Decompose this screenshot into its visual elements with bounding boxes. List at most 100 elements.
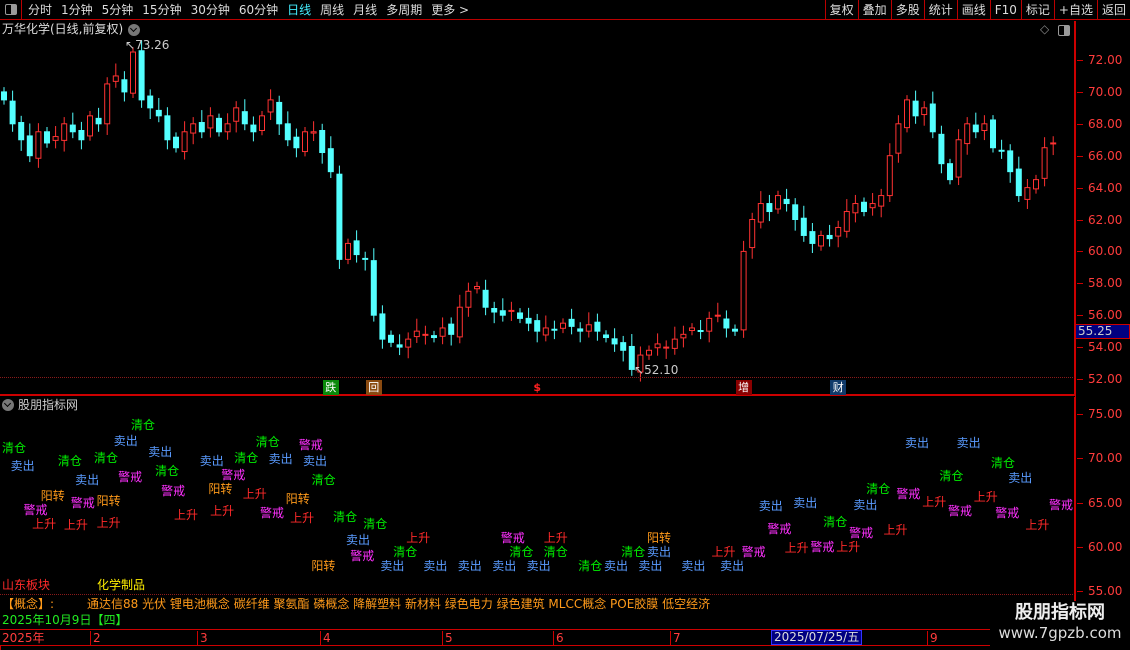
chevron-down-icon[interactable] bbox=[128, 24, 140, 36]
period-tab[interactable]: 30分钟 bbox=[190, 3, 230, 17]
panel-toggle-button[interactable] bbox=[0, 0, 22, 20]
tick-mark bbox=[1077, 591, 1083, 592]
indicator-tick-label: 75.00 bbox=[1088, 407, 1123, 421]
tick-mark bbox=[1077, 251, 1083, 253]
toolbar-button[interactable]: +自选 bbox=[1053, 0, 1097, 20]
tick-mark bbox=[1077, 315, 1083, 317]
current-date: 2025年10月9日【四】 bbox=[2, 613, 128, 627]
toolbar-button[interactable]: 多股 bbox=[890, 0, 924, 20]
toolbar-button[interactable]: 返回 bbox=[1096, 0, 1130, 20]
candle bbox=[955, 129, 962, 186]
candle bbox=[689, 323, 695, 336]
signal-label: 上升 bbox=[784, 541, 809, 556]
event-marker[interactable]: 财 bbox=[830, 380, 847, 395]
tick-mark bbox=[1077, 414, 1083, 415]
tick-mark bbox=[1077, 379, 1083, 380]
candle bbox=[826, 224, 833, 247]
indicator-header: 股朋指标网 bbox=[0, 397, 1075, 413]
candle bbox=[396, 334, 403, 356]
candle bbox=[18, 115, 25, 151]
period-tab[interactable]: 更多 > bbox=[431, 3, 470, 17]
period-tab[interactable]: 月线 bbox=[353, 3, 378, 17]
price-tick-label: 52.00 bbox=[1088, 372, 1123, 386]
event-marker[interactable]: $ bbox=[533, 381, 542, 394]
signal-label: 上升 bbox=[96, 515, 121, 530]
period-tab[interactable]: 5分钟 bbox=[101, 3, 134, 17]
candle bbox=[465, 282, 472, 317]
candle bbox=[904, 95, 910, 133]
low-price-label: ↖52.10 bbox=[634, 363, 679, 377]
candle bbox=[551, 320, 558, 340]
period-tab[interactable]: 15分钟 bbox=[142, 3, 182, 17]
price-chart[interactable]: 万华化学(日线,前复权) ◇ ↖73.26 ↖52.10 跌 回 $ 增 财 bbox=[0, 21, 1075, 396]
candle bbox=[697, 319, 704, 340]
time-axis[interactable]: 2025年 2 3 4 5 6 7 9 2025/07/25/五 bbox=[0, 629, 1075, 646]
candle bbox=[646, 345, 652, 360]
period-tab[interactable]: 分时 bbox=[28, 3, 53, 17]
price-tick-label: 70.00 bbox=[1088, 84, 1123, 99]
candle bbox=[147, 89, 154, 120]
period-tab[interactable]: 多周期 bbox=[386, 3, 423, 17]
price-tick-label: 56.00 bbox=[1088, 308, 1123, 323]
signal-label: 清仓 bbox=[621, 545, 646, 559]
event-marker[interactable]: 回 bbox=[365, 380, 382, 395]
signal-label: 上升 bbox=[543, 531, 568, 545]
candle bbox=[921, 101, 928, 126]
toggle-icon[interactable] bbox=[1058, 25, 1070, 36]
candle bbox=[568, 308, 575, 335]
period-tab[interactable]: 周线 bbox=[320, 3, 345, 17]
toolbar-button[interactable]: 统计 bbox=[923, 0, 957, 20]
signal-label: 警戒 bbox=[260, 505, 285, 520]
indicator-panel[interactable]: 清仓 卖出 清仓 卖出 清仓 卖出 清仓 警戒 卖出 清仓 卖出 清仓 清仓 卖出 卖出 清仓 阳转 警戒 阳转 警戒… bbox=[0, 397, 1075, 629]
candle bbox=[370, 248, 377, 322]
event-marker[interactable]: 增 bbox=[735, 380, 752, 395]
candle bbox=[112, 63, 119, 88]
event-marker[interactable]: 跌 bbox=[322, 380, 339, 395]
signal-label: 上升 bbox=[210, 504, 235, 519]
signal-label: 上升 bbox=[973, 490, 998, 505]
period-tab[interactable]: 1分钟 bbox=[61, 3, 93, 17]
signal-label: 警戒 bbox=[767, 522, 792, 537]
signal-label: 上升 bbox=[922, 495, 947, 510]
period-tab[interactable]: 60分钟 bbox=[238, 3, 279, 17]
candle bbox=[345, 238, 351, 265]
toolbar: 分时 1分钟 5分钟 15分钟 30分钟 60分钟 日线 周线 月线 多周期 更多 > 复权 叠加 多股… bbox=[0, 0, 1130, 20]
candle bbox=[878, 188, 885, 218]
tick-mark bbox=[1077, 546, 1083, 548]
industry-label[interactable]: 化学制品 bbox=[97, 578, 146, 592]
signal-label: 警戒 bbox=[741, 545, 766, 559]
candle bbox=[757, 191, 764, 229]
candle bbox=[766, 194, 773, 222]
candle bbox=[310, 121, 317, 142]
candle bbox=[95, 107, 102, 132]
toolbar-button[interactable]: 复权 bbox=[824, 0, 858, 20]
candle bbox=[912, 90, 919, 124]
axis-divider bbox=[1075, 21, 1076, 629]
signal-label: 上升 bbox=[1025, 517, 1050, 532]
signal-label: 警戒 bbox=[118, 469, 143, 484]
candle bbox=[173, 132, 179, 153]
toolbar-button[interactable]: 叠加 bbox=[857, 0, 891, 20]
signal-label: 清仓 bbox=[311, 473, 336, 488]
signal-label: 上升 bbox=[836, 539, 861, 554]
cursor-date: 2025/07/25/五 bbox=[771, 630, 863, 645]
candle bbox=[835, 220, 842, 248]
tick-mark bbox=[1077, 283, 1083, 285]
month-label: 6 bbox=[553, 631, 564, 646]
signal-label: 上升 bbox=[406, 531, 431, 545]
candle bbox=[628, 334, 635, 376]
candle bbox=[104, 77, 111, 135]
diamond-icon[interactable]: ◇ bbox=[1040, 22, 1050, 36]
candle bbox=[809, 223, 816, 253]
signal-label: 卖出 bbox=[956, 436, 981, 451]
tick-mark bbox=[1077, 502, 1083, 504]
signal-label: 卖出 bbox=[10, 459, 35, 474]
candle bbox=[379, 305, 386, 349]
candle bbox=[843, 199, 850, 238]
toolbar-button[interactable]: 标记 bbox=[1020, 0, 1054, 20]
candle bbox=[861, 197, 867, 217]
toolbar-button[interactable]: 画线 bbox=[956, 0, 990, 20]
chevron-down-icon[interactable] bbox=[2, 399, 14, 411]
period-tab[interactable]: 日线 bbox=[287, 3, 312, 17]
toolbar-button[interactable]: F10 bbox=[989, 0, 1021, 20]
